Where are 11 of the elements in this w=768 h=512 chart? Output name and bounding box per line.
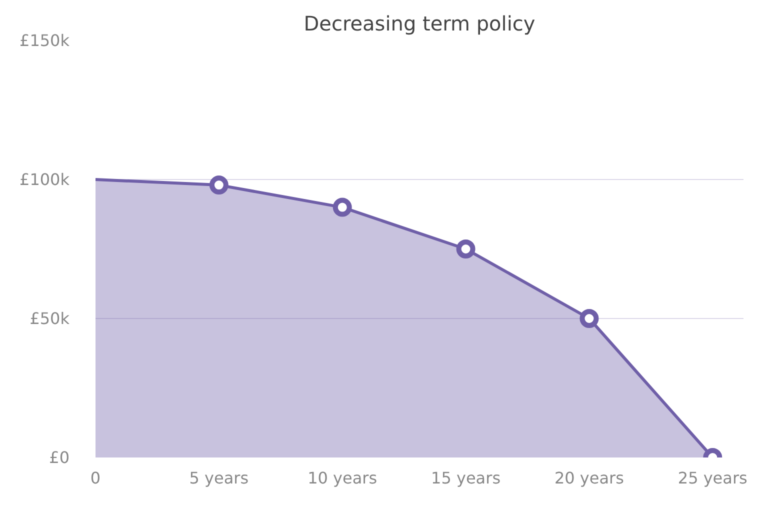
x-tick-label: 25 years bbox=[678, 468, 748, 488]
y-tick-label: £150k bbox=[20, 31, 70, 50]
x-tick-label: 10 years bbox=[308, 468, 378, 488]
x-tick-label: 20 years bbox=[554, 468, 624, 488]
y-tick-label: £0 bbox=[49, 448, 70, 467]
chart-title: Decreasing term policy bbox=[304, 12, 536, 36]
y-tick-label: £50k bbox=[30, 309, 70, 328]
x-tick-label: 0 bbox=[90, 468, 101, 488]
x-tick-label: 5 years bbox=[189, 468, 249, 488]
y-tick-label: £100k bbox=[20, 170, 70, 189]
x-tick-label: 15 years bbox=[431, 468, 501, 488]
